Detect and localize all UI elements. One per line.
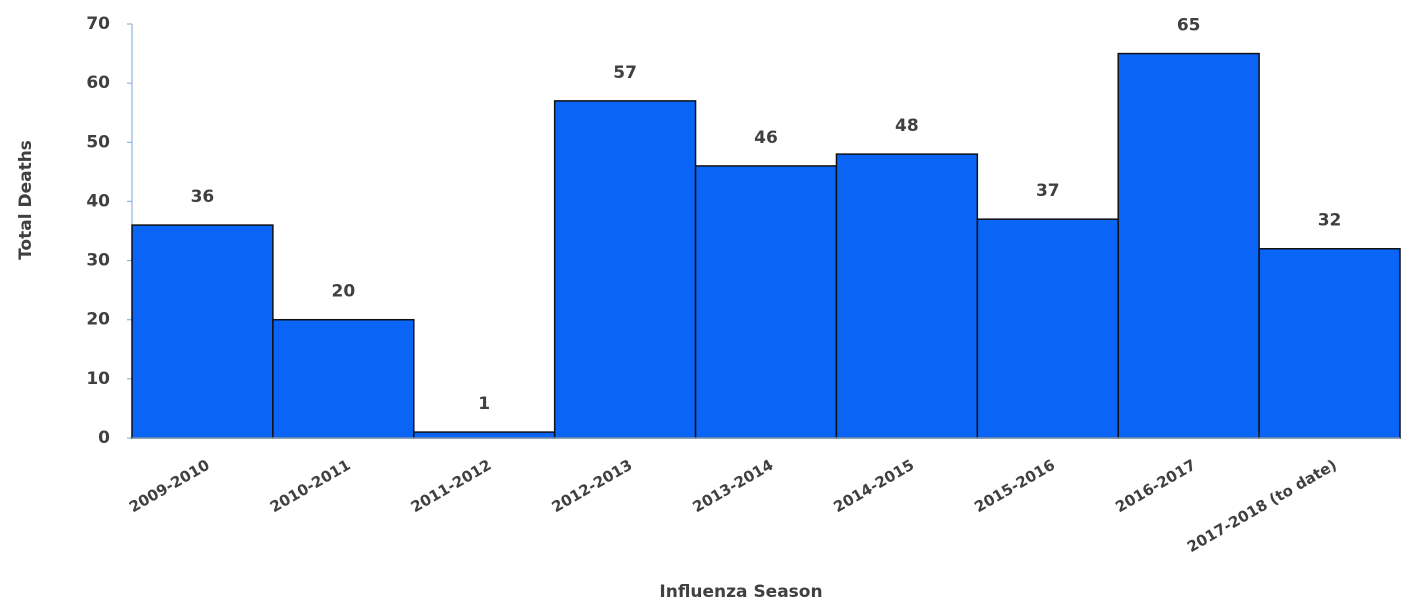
y-tick-label: 40 <box>86 191 110 211</box>
x-tick-label: 2012-2013 <box>549 456 636 516</box>
data-label: 20 <box>331 282 355 302</box>
bar <box>272 318 415 439</box>
bar <box>694 165 838 439</box>
y-tick-label: 50 <box>86 132 110 152</box>
data-label: 1 <box>478 394 490 414</box>
y-tick-label: 70 <box>86 14 110 34</box>
data-label: 57 <box>613 63 637 83</box>
data-label: 65 <box>1177 16 1201 36</box>
y-tick-label: 60 <box>86 73 110 93</box>
data-label: 32 <box>1318 211 1342 231</box>
bar <box>131 224 274 439</box>
x-tick-label: 2010-2011 <box>267 456 354 516</box>
x-axis-label: Influenza Season <box>659 582 822 602</box>
x-tick-label: 2013-2014 <box>690 456 777 516</box>
bar <box>553 100 697 439</box>
x-tick-label: 2015-2016 <box>971 456 1058 516</box>
data-label: 37 <box>1036 181 1060 201</box>
x-tick-label: 2017-2018 (to date) <box>1184 456 1340 556</box>
x-tick-label: 2009-2010 <box>126 456 213 516</box>
y-tick-label: 0 <box>98 428 110 448</box>
y-tick-label: 20 <box>86 310 110 330</box>
bar <box>835 153 979 439</box>
x-tick-label: 2014-2015 <box>830 456 917 516</box>
x-tick-label: 2011-2012 <box>408 456 495 516</box>
data-label: 48 <box>895 116 919 136</box>
data-label: 46 <box>754 128 778 148</box>
bar <box>413 431 556 439</box>
x-tick-label: 2016-2017 <box>1112 456 1199 516</box>
y-tick-label: 10 <box>86 369 110 389</box>
y-tick-label: 30 <box>86 251 110 271</box>
data-label: 36 <box>191 187 215 207</box>
y-axis-label: Total Deaths <box>16 140 36 260</box>
bar <box>1258 247 1401 439</box>
bar <box>1117 52 1260 439</box>
bar <box>976 218 1119 439</box>
